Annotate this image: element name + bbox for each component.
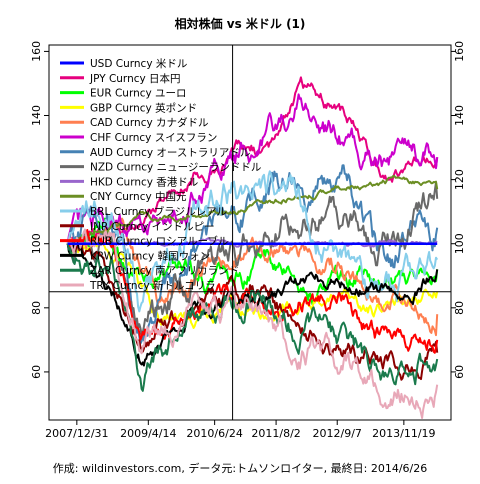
crosshair bbox=[49, 45, 451, 420]
legend: USD Curncy 米ドル JPY Curncy 日本円 EUR Curncy ユ… bbox=[60, 57, 261, 292]
axes: 60 60 80 80 100 100 120 120 140 140 160 160 2007/12/… bbox=[30, 41, 466, 440]
plot-frame bbox=[48, 44, 452, 421]
legend-label-eur: EUR Curncy ユーロ bbox=[90, 88, 187, 100]
series-lines bbox=[66, 76, 439, 419]
chart-title: 相対株価 vs 米ドル (1) bbox=[175, 16, 306, 31]
legend-label-cad: CAD Curncy カナダドル bbox=[90, 116, 209, 129]
x-tick-label: 2012/9/7 bbox=[313, 427, 362, 440]
y-tick-label-right: 120 bbox=[453, 169, 466, 190]
y-tick-label-right: 140 bbox=[453, 105, 466, 126]
legend-label-aud: AUD Curncy オーストラリアドル bbox=[90, 147, 250, 159]
y-tick-label-right: 100 bbox=[453, 233, 466, 254]
y-tick-label-left: 60 bbox=[30, 365, 43, 379]
y-tick-label-left: 80 bbox=[30, 301, 43, 315]
legend-label-nzd: NZD Curncy ニュージーランドドル bbox=[90, 162, 261, 174]
y-tick-label-left: 160 bbox=[30, 41, 43, 62]
series-line-chf bbox=[66, 93, 439, 244]
x-tick-label: 2010/6/24 bbox=[186, 427, 242, 440]
series-line-brl bbox=[66, 170, 439, 313]
series-line-cny bbox=[67, 174, 439, 245]
legend-label-gbp: GBP Curncy 英ポンド bbox=[90, 101, 197, 114]
series-line-aud bbox=[66, 164, 439, 345]
y-tick-label-left: 100 bbox=[30, 233, 43, 254]
x-tick-label: 2013/11/19 bbox=[372, 427, 435, 440]
legend-label-cny: CNY Curncy 中国元 bbox=[90, 190, 187, 203]
x-tick-label: 2007/12/31 bbox=[45, 427, 108, 440]
legend-label-krw: KRW Curncy 韓国ウォン bbox=[90, 250, 210, 262]
x-tick-label: 2009/4/14 bbox=[120, 427, 176, 440]
legend-label-jpy: JPY Curncy 日本円 bbox=[89, 72, 181, 85]
legend-label-usd: USD Curncy 米ドル bbox=[90, 57, 187, 70]
legend-label-chf: CHF Curncy スイスフラン bbox=[90, 132, 217, 144]
legend-label-hkd: HKD Curncy 香港ドル bbox=[90, 176, 198, 188]
y-tick-label-right: 80 bbox=[453, 301, 466, 315]
footer-credit: 作成: wildinvestors.com, データ元:トムソンロイター, 最終… bbox=[53, 461, 427, 475]
series-line-krw bbox=[66, 241, 439, 367]
legend-label-rub: RUB Curncy ロシアルーブル bbox=[90, 235, 228, 248]
legend-label-brl: BRL Curncy ブラジルレアル bbox=[90, 205, 227, 218]
y-tick-label-right: 60 bbox=[453, 365, 466, 379]
legend-label-zar: ZAR Curncy 南アフリカランド bbox=[90, 264, 239, 277]
y-tick-label-left: 140 bbox=[30, 105, 43, 126]
legend-label-inr: INR Curncy インドルピー bbox=[90, 221, 215, 233]
y-tick-label-left: 120 bbox=[30, 169, 43, 190]
y-tick-label-right: 160 bbox=[453, 41, 466, 62]
series-line-try bbox=[67, 228, 439, 419]
x-tick-label: 2011/8/2 bbox=[251, 427, 300, 440]
series-line-cad bbox=[66, 217, 439, 337]
legend-label-try: TRY Curncy 新トルコリラ bbox=[89, 279, 216, 292]
